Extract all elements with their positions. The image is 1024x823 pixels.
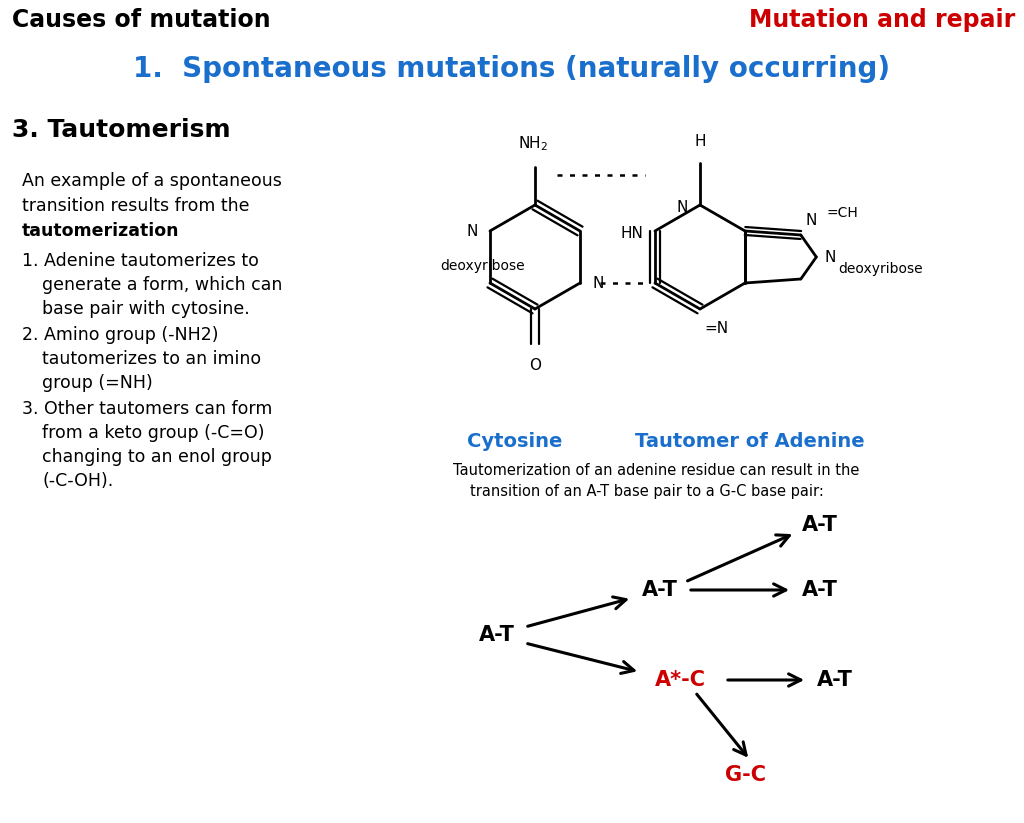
Text: tautomerizes to an imino: tautomerizes to an imino: [42, 350, 261, 368]
Text: HN: HN: [621, 226, 643, 240]
Text: =N: =N: [705, 321, 728, 336]
Text: 1.  Spontaneous mutations (naturally occurring): 1. Spontaneous mutations (naturally occu…: [133, 55, 891, 83]
Text: NH$_2$: NH$_2$: [518, 134, 548, 153]
Text: (-C-OH).: (-C-OH).: [42, 472, 114, 490]
Text: N: N: [467, 224, 478, 239]
Text: Tautomer of Adenine: Tautomer of Adenine: [635, 432, 865, 451]
Text: changing to an enol group: changing to an enol group: [42, 448, 272, 466]
Text: Causes of mutation: Causes of mutation: [12, 8, 270, 32]
Text: 3. Tautomerism: 3. Tautomerism: [12, 118, 230, 142]
Text: An example of a spontaneous: An example of a spontaneous: [22, 172, 282, 190]
Text: A-T: A-T: [802, 515, 838, 535]
Text: generate a form, which can: generate a form, which can: [42, 276, 283, 294]
Text: Tautomerization of an adenine residue can result in the: Tautomerization of an adenine residue ca…: [453, 463, 859, 478]
Text: Cytosine: Cytosine: [467, 432, 562, 451]
Text: 3. Other tautomers can form: 3. Other tautomers can form: [22, 400, 272, 418]
Text: 1. Adenine tautomerizes to: 1. Adenine tautomerizes to: [22, 252, 259, 270]
Text: 2. Amino group (-NH2): 2. Amino group (-NH2): [22, 326, 218, 344]
Text: H: H: [694, 134, 706, 149]
Text: group (=NH): group (=NH): [42, 374, 153, 392]
Text: base pair with cytosine.: base pair with cytosine.: [42, 300, 250, 318]
Text: from a keto group (-C=O): from a keto group (-C=O): [42, 424, 264, 442]
Text: A-T: A-T: [642, 580, 678, 600]
Text: G-C: G-C: [725, 765, 766, 785]
Text: O: O: [529, 358, 541, 373]
Text: tautomerization: tautomerization: [22, 222, 179, 240]
Text: N: N: [806, 212, 817, 227]
Text: N: N: [677, 199, 688, 215]
Text: transition results from the: transition results from the: [22, 197, 250, 215]
Text: A-T: A-T: [479, 625, 515, 645]
Text: A-T: A-T: [802, 580, 838, 600]
Text: =CH: =CH: [826, 206, 858, 220]
Text: N: N: [592, 276, 603, 291]
Text: A*-C: A*-C: [654, 670, 706, 690]
Text: deoxyribose: deoxyribose: [440, 259, 524, 273]
Text: A-T: A-T: [817, 670, 853, 690]
Text: Mutation and repair: Mutation and repair: [749, 8, 1015, 32]
Text: N: N: [824, 249, 836, 264]
Text: deoxyribose: deoxyribose: [839, 262, 923, 276]
Text: transition of an A-T base pair to a G-C base pair:: transition of an A-T base pair to a G-C …: [470, 484, 824, 499]
